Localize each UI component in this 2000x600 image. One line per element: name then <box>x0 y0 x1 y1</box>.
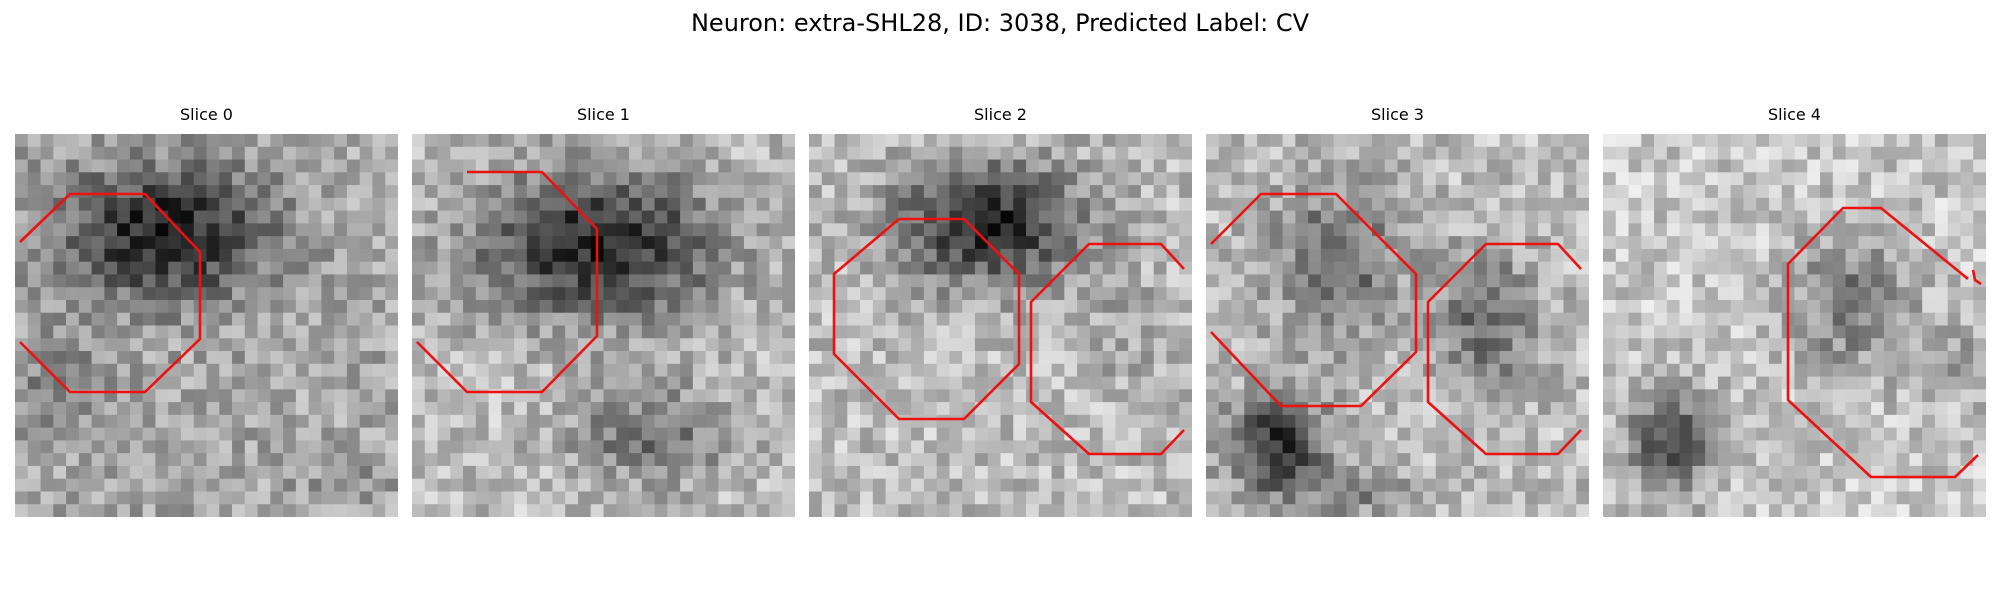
slice-panel-4: Slice 4 <box>1603 134 1986 517</box>
slice-image <box>809 134 1192 517</box>
slice-title: Slice 0 <box>15 104 398 126</box>
pixel-grid <box>1603 134 1986 517</box>
slice-title: Slice 4 <box>1603 104 1986 126</box>
slice-title: Slice 1 <box>412 104 795 126</box>
slice-image <box>1603 134 1986 517</box>
slice-title: Slice 3 <box>1206 104 1589 126</box>
slice-panel-3: Slice 3 <box>1206 134 1589 517</box>
figure-title: Neuron: extra-SHL28, ID: 3038, Predicted… <box>0 6 2000 40</box>
slice-panel-2: Slice 2 <box>809 134 1192 517</box>
slice-image <box>15 134 398 517</box>
slice-panel-1: Slice 1 <box>412 134 795 517</box>
slice-image <box>1206 134 1589 517</box>
slice-panel-0: Slice 0 <box>15 134 398 517</box>
pixel-grid <box>809 134 1192 517</box>
pixel-grid <box>15 134 398 517</box>
slice-title: Slice 2 <box>809 104 1192 126</box>
pixel-grid <box>412 134 795 517</box>
slice-image <box>412 134 795 517</box>
pixel-grid <box>1206 134 1589 517</box>
